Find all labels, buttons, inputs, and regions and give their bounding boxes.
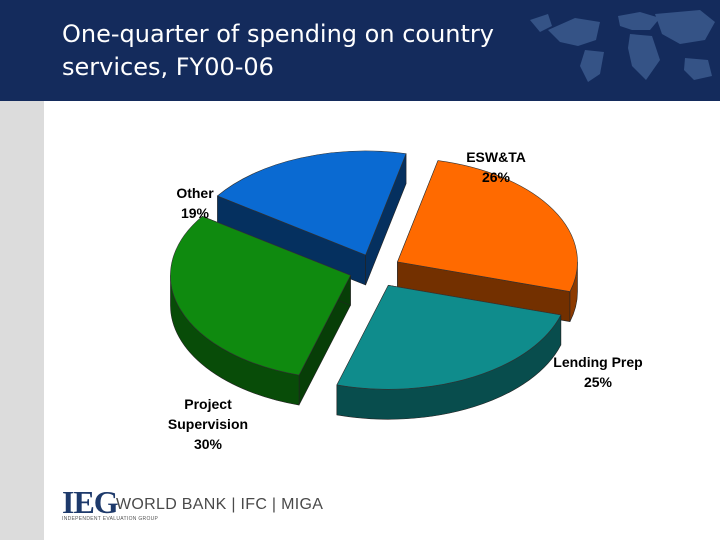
slice-label-lending-prep: Lending Prep 25% [553, 354, 642, 390]
footer-logo: IEG INDEPENDENT EVALUATION GROUP WORLD B… [62, 484, 362, 524]
pie-slice-esw-ta [397, 160, 578, 322]
ieg-logo-subtitle: INDEPENDENT EVALUATION GROUP [62, 516, 159, 522]
ieg-logo: IEG [62, 484, 119, 520]
pie-slice-other [216, 150, 407, 286]
slice-label-esw-ta: ESW&TA 26% [466, 149, 526, 185]
organizations-text: WORLD BANK | IFC | MIGA [116, 496, 324, 513]
title-line-1: One-quarter of spending on country [62, 20, 494, 48]
world-map-graphic [530, 10, 715, 82]
page-title: One-quarter of spending on country servi… [62, 18, 562, 84]
slice-label-project-supervision: Project Supervision 30% [168, 396, 248, 452]
slice-label-other: Other 19% [176, 185, 214, 221]
pie-slice-project-supervision [170, 215, 351, 406]
header-banner: One-quarter of spending on country servi… [0, 0, 720, 101]
title-line-2: services, FY00-06 [62, 53, 274, 81]
left-side-bar [0, 101, 44, 540]
pie-slice-lending-prep [336, 284, 562, 420]
